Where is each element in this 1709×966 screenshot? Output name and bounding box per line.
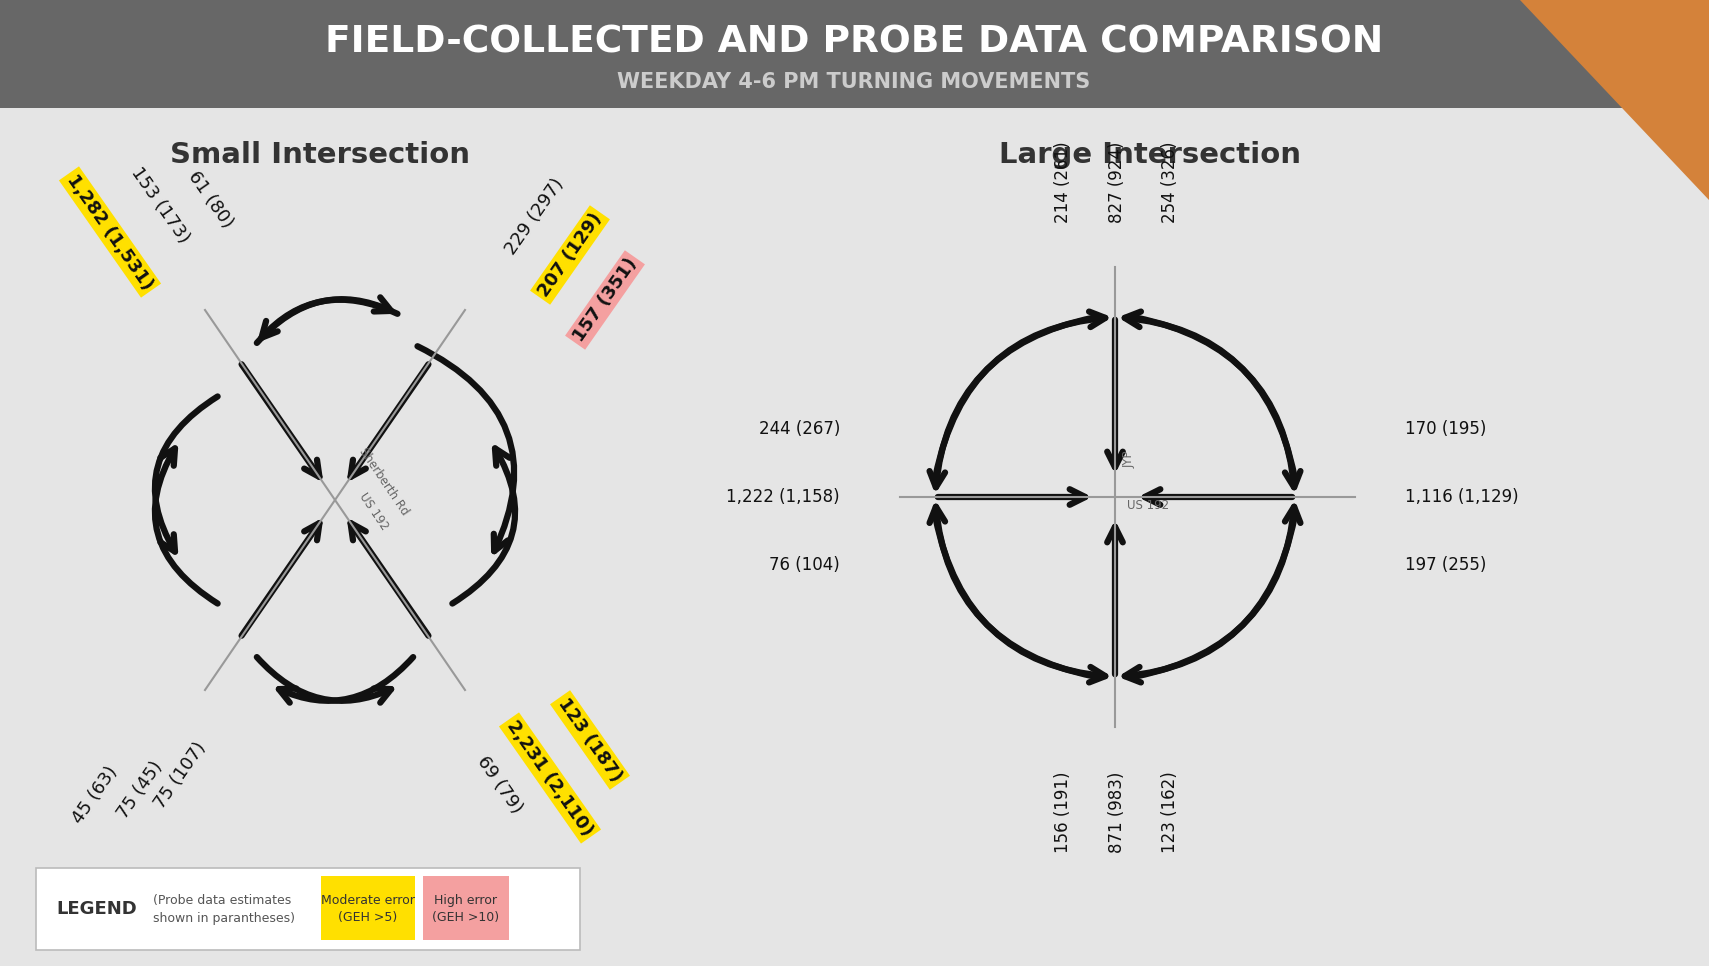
Text: US 192: US 192 <box>357 491 391 533</box>
Text: 123 (187): 123 (187) <box>554 695 625 785</box>
Text: 2,231 (2,110): 2,231 (2,110) <box>504 717 596 839</box>
Text: Large Intersection: Large Intersection <box>1000 141 1301 169</box>
Text: 214 (261): 214 (261) <box>1054 141 1072 223</box>
Text: 61 (80): 61 (80) <box>185 168 236 232</box>
Text: 244 (267): 244 (267) <box>759 420 841 438</box>
Text: US 192: US 192 <box>1126 498 1169 512</box>
Text: Small Intersection: Small Intersection <box>169 141 470 169</box>
Text: 75 (45): 75 (45) <box>115 758 166 822</box>
Text: 1,282 (1,531): 1,282 (1,531) <box>63 171 157 293</box>
Text: 157 (351): 157 (351) <box>569 255 641 345</box>
Text: 75 (107): 75 (107) <box>150 738 210 811</box>
Bar <box>0 0 1709 108</box>
Text: 45 (63): 45 (63) <box>68 763 121 827</box>
Text: 207 (129): 207 (129) <box>535 210 605 300</box>
Text: Sherberth Rd: Sherberth Rd <box>357 446 412 518</box>
Text: 197 (255): 197 (255) <box>1405 556 1487 574</box>
Polygon shape <box>1519 0 1709 200</box>
Text: 871 (983): 871 (983) <box>1107 771 1126 853</box>
Bar <box>0 108 1709 966</box>
FancyBboxPatch shape <box>36 868 579 950</box>
Text: WEEKDAY 4-6 PM TURNING MOVEMENTS: WEEKDAY 4-6 PM TURNING MOVEMENTS <box>617 72 1090 92</box>
FancyBboxPatch shape <box>321 876 415 940</box>
Text: 1,116 (1,129): 1,116 (1,129) <box>1405 488 1519 506</box>
Text: 827 (924): 827 (924) <box>1107 141 1126 223</box>
Text: High error
(GEH >10): High error (GEH >10) <box>432 894 499 924</box>
Text: 254 (326): 254 (326) <box>1160 141 1179 223</box>
Text: 69 (79): 69 (79) <box>473 753 526 817</box>
Text: Moderate error
(GEH >5): Moderate error (GEH >5) <box>321 894 415 924</box>
Text: LEGEND: LEGEND <box>56 900 137 918</box>
FancyBboxPatch shape <box>424 876 509 940</box>
Text: 156 (191): 156 (191) <box>1054 771 1072 853</box>
Text: 229 (297): 229 (297) <box>502 176 567 259</box>
Text: FIELD-COLLECTED AND PROBE DATA COMPARISON: FIELD-COLLECTED AND PROBE DATA COMPARISO… <box>325 24 1383 60</box>
Text: (Probe data estimates
shown in parantheses): (Probe data estimates shown in paranthes… <box>154 894 296 924</box>
Text: 170 (195): 170 (195) <box>1405 420 1487 438</box>
Text: 153 (173): 153 (173) <box>126 163 193 246</box>
Text: 123 (162): 123 (162) <box>1160 771 1179 853</box>
Text: JYP: JYP <box>1123 450 1136 468</box>
Text: 1,222 (1,158): 1,222 (1,158) <box>726 488 841 506</box>
Text: 76 (104): 76 (104) <box>769 556 841 574</box>
